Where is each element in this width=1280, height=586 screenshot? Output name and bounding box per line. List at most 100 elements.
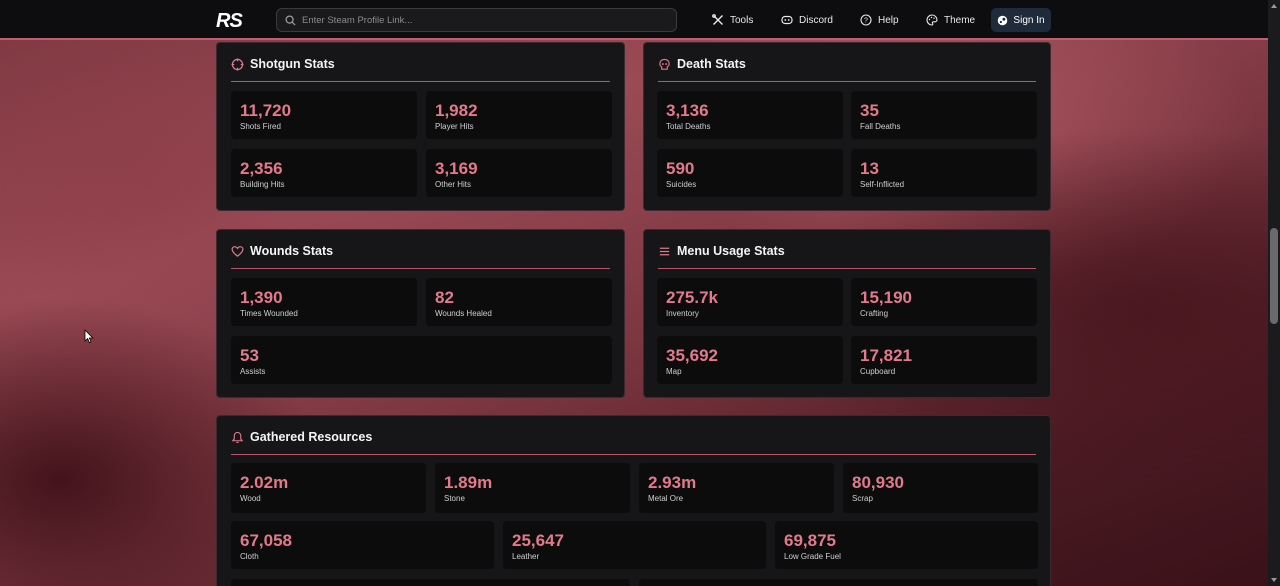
stat-card: 2.02m Wood xyxy=(231,463,426,513)
stat-label: Leather xyxy=(512,552,540,561)
nav-help-label: Help xyxy=(878,14,899,26)
nav-tools[interactable]: Tools xyxy=(712,8,753,32)
shotgun-stats-panel: Shotgun Stats 11,720 Shots Fired 1,982 P… xyxy=(216,42,625,211)
stat-card: 13 Self-Inflicted xyxy=(851,149,1037,197)
stat-value: 3,169 xyxy=(435,159,478,178)
panel-divider xyxy=(658,268,1036,269)
skull-icon xyxy=(659,58,670,70)
stat-label: Suicides xyxy=(666,180,697,189)
stat-card: 11,720 Shots Fired xyxy=(231,91,417,139)
stat-label: Fall Deaths xyxy=(860,122,901,131)
stat-label: Inventory xyxy=(666,309,699,318)
palette-icon xyxy=(926,14,938,26)
stat-value: 82 xyxy=(435,288,454,307)
nav-theme[interactable]: Theme xyxy=(926,8,975,32)
steam-icon xyxy=(998,15,1008,25)
stat-label: Map xyxy=(666,367,682,376)
death-stats-panel: Death Stats 3,136 Total Deaths 35 Fall D… xyxy=(643,42,1051,211)
menu-usage-stats-panel: Menu Usage Stats 275.7k Inventory 15,190… xyxy=(643,229,1051,398)
panel-title-text: Death Stats xyxy=(677,57,746,71)
stat-card: 15,190 Crafting xyxy=(851,278,1037,326)
discord-icon xyxy=(781,15,793,25)
panel-divider xyxy=(231,268,610,269)
stat-label: Crafting xyxy=(860,309,889,318)
stat-card: 69,875 Low Grade Fuel xyxy=(775,521,1038,569)
heart-icon xyxy=(231,245,244,257)
stat-value: 80,930 xyxy=(852,473,904,492)
nav-discord-label: Discord xyxy=(799,14,833,26)
gathered-resources-title: Gathered Resources xyxy=(231,430,372,444)
stat-card: 3,169 Other Hits xyxy=(426,149,612,197)
stat-value: 35,692 xyxy=(666,346,718,365)
stat-value: 13 xyxy=(860,159,879,178)
wounds-stats-title: Wounds Stats xyxy=(231,244,333,258)
sign-in-label: Sign In xyxy=(1013,14,1045,26)
stat-label: Building Hits xyxy=(240,180,285,189)
stat-card: 35,692 Map xyxy=(657,336,843,384)
top-header: RS Tools Discord ? Help Theme Sign In xyxy=(0,0,1268,40)
site-logo[interactable]: RS xyxy=(216,10,243,32)
stat-value: 15,190 xyxy=(860,288,912,307)
panel-title-text: Wounds Stats xyxy=(250,244,334,258)
stat-value: 69,875 xyxy=(784,531,836,550)
nav-discord[interactable]: Discord xyxy=(781,8,833,32)
stat-card: 17,821 Cupboard xyxy=(851,336,1037,384)
stat-label: Metal Ore xyxy=(648,494,684,503)
stat-card: 82 Wounds Healed xyxy=(426,278,612,326)
stat-label: Shots Fired xyxy=(240,122,281,131)
stat-card: 275.7k Inventory xyxy=(657,278,843,326)
stat-label: Self-Inflicted xyxy=(860,180,905,189)
sign-in-button[interactable]: Sign In xyxy=(991,8,1051,32)
menu-lines-icon xyxy=(659,247,670,255)
stat-label: Cloth xyxy=(240,552,259,561)
tools-icon xyxy=(712,14,723,25)
search-icon xyxy=(285,14,296,26)
stat-label: Assists xyxy=(240,367,266,376)
stat-value: 67,058 xyxy=(240,531,292,550)
panel-title-text: Shotgun Stats xyxy=(250,57,335,71)
page-scrollbar[interactable] xyxy=(1268,0,1280,586)
bell-icon xyxy=(231,431,244,443)
stat-label: Cupboard xyxy=(860,367,896,376)
svg-text:?: ? xyxy=(864,18,868,25)
wounds-stats-panel: Wounds Stats 1,390 Times Wounded 82 Woun… xyxy=(216,229,625,398)
panel-title-text: Menu Usage Stats xyxy=(677,244,785,258)
stat-value: 2.93m xyxy=(648,473,697,492)
stat-label: Scrap xyxy=(852,494,873,503)
stat-value: 17,821 xyxy=(860,346,912,365)
stat-card: 590 Suicides xyxy=(657,149,843,197)
crosshair-icon xyxy=(231,57,244,71)
help-icon: ? xyxy=(860,14,872,26)
scroll-up-arrow-icon[interactable] xyxy=(1271,4,1277,8)
stat-card: 1.89m Stone xyxy=(435,463,630,513)
stat-label: Wood xyxy=(240,494,261,503)
nav-tools-label: Tools xyxy=(730,14,754,26)
stat-value: 35 xyxy=(860,101,879,120)
stat-label: Wounds Healed xyxy=(435,309,492,318)
nav-help[interactable]: ? Help xyxy=(860,8,899,32)
death-stats-title: Death Stats xyxy=(658,57,746,71)
steam-profile-input[interactable] xyxy=(302,14,662,26)
scroll-down-arrow-icon[interactable] xyxy=(1271,578,1277,582)
stat-card: 2,356 Building Hits xyxy=(231,149,417,197)
stat-label: Total Deaths xyxy=(666,122,711,131)
stat-value: 275.7k xyxy=(666,288,718,307)
stat-label: Stone xyxy=(444,494,465,503)
stat-value: 2,356 xyxy=(240,159,283,178)
stat-card: 25,647 Leather xyxy=(503,521,766,569)
stat-value: 25,647 xyxy=(512,531,564,550)
stat-card: 35 Fall Deaths xyxy=(851,91,1037,139)
panel-divider xyxy=(231,454,1036,455)
mouse-cursor-icon xyxy=(84,329,94,344)
stat-label: Times Wounded xyxy=(240,309,298,318)
panel-divider xyxy=(658,81,1036,82)
search-bar[interactable] xyxy=(276,8,677,32)
shotgun-stats-title: Shotgun Stats xyxy=(231,57,335,71)
stat-card: 67,058 Cloth xyxy=(231,521,494,569)
stat-value: 11,720 xyxy=(240,101,292,120)
gathered-resources-panel: Gathered Resources 2.02m Wood 1.89m Ston… xyxy=(216,415,1051,586)
stat-label: Low Grade Fuel xyxy=(784,552,841,561)
scroll-thumb[interactable] xyxy=(1270,228,1278,324)
stat-value: 590 xyxy=(666,159,695,178)
stat-value: 53 xyxy=(240,346,259,365)
